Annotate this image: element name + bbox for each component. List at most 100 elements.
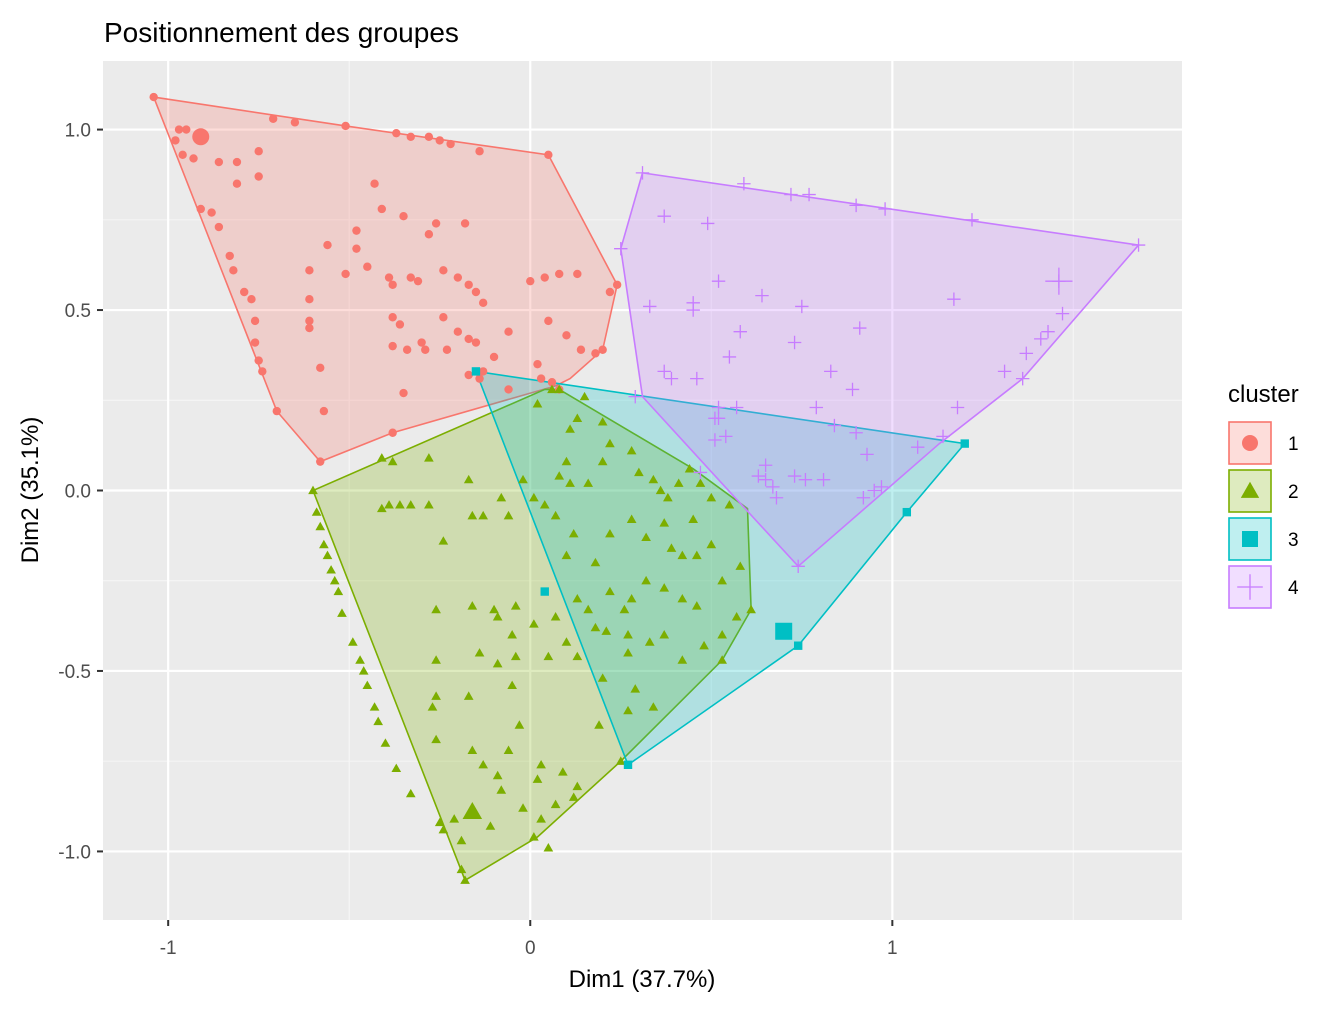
point-cluster-1 [442, 345, 452, 354]
point-cluster-2 [322, 550, 333, 560]
point-cluster-2 [550, 611, 561, 621]
point-cluster-4 [657, 209, 671, 223]
point-cluster-2 [706, 492, 717, 502]
point-cluster-2 [449, 814, 460, 823]
point-cluster-1 [214, 222, 224, 232]
point-cluster-4 [733, 324, 747, 339]
point-cluster-4 [787, 469, 802, 483]
hull-cluster-3 [474, 370, 967, 767]
point-cluster-1 [446, 139, 455, 149]
point-cluster-1 [431, 219, 441, 228]
point-cluster-2 [311, 507, 322, 516]
point-cluster-2 [529, 832, 539, 841]
point-cluster-2 [691, 601, 702, 610]
point-cluster-2 [666, 543, 677, 552]
point-cluster-4 [849, 426, 863, 440]
point-cluster-4 [856, 490, 871, 505]
point-cluster-4 [628, 389, 642, 404]
legend-key-symbol-4 [1237, 574, 1263, 600]
point-cluster-1 [290, 118, 300, 127]
point-cluster-2 [532, 399, 543, 408]
point-cluster-4 [791, 559, 805, 574]
point-cluster-4 [816, 472, 831, 487]
point-cluster-1 [268, 114, 278, 123]
point-cluster-1 [612, 280, 622, 289]
point-cluster-1 [464, 334, 473, 344]
point-cluster-1 [272, 406, 281, 416]
point-cluster-4 [766, 480, 780, 494]
point-cluster-1 [384, 273, 394, 282]
point-cluster-4 [798, 472, 813, 487]
point-cluster-1 [171, 136, 180, 145]
point-cluster-4 [1015, 371, 1030, 386]
point-cluster-2 [605, 528, 615, 538]
point-cluster-2 [510, 601, 521, 610]
point-cluster-2 [601, 626, 612, 635]
point-cluster-1 [377, 204, 387, 214]
point-cluster-2 [380, 738, 391, 747]
point-cluster-2 [467, 510, 478, 520]
point-cluster-1 [504, 385, 513, 394]
center-cluster-3 [775, 622, 793, 640]
point-cluster-4 [758, 458, 773, 472]
legend-key-symbol-3 [1242, 531, 1258, 547]
point-cluster-2 [688, 514, 699, 523]
point-cluster-4 [867, 483, 881, 498]
point-cluster-2 [355, 655, 365, 664]
legend: cluster 1 2 3 4 [1228, 381, 1299, 609]
point-cluster-1 [254, 147, 263, 156]
point-cluster-2 [623, 705, 633, 715]
point-cluster-1 [533, 359, 542, 369]
point-cluster-2 [431, 691, 441, 700]
point-cluster-1 [232, 157, 242, 167]
point-cluster-2 [626, 514, 637, 523]
point-cluster-1 [323, 240, 332, 250]
point-cluster-4 [664, 371, 679, 386]
point-cluster-2 [630, 684, 641, 693]
point-cluster-4 [947, 292, 961, 306]
point-cluster-2 [319, 539, 329, 549]
point-cluster-2 [362, 680, 373, 690]
point-cluster-1 [388, 428, 397, 437]
point-cluster-2 [387, 456, 398, 466]
point-cluster-2 [568, 528, 579, 538]
point-cluster-1 [540, 273, 549, 282]
point-cluster-3 [471, 367, 481, 376]
point-cluster-2 [684, 464, 695, 473]
point-cluster-2 [597, 673, 608, 682]
point-cluster-4 [769, 490, 784, 505]
point-cluster-2 [597, 456, 608, 466]
chart-title: Positionnement des groupes [104, 17, 459, 48]
point-cluster-2 [583, 604, 594, 614]
point-cluster-1 [439, 313, 448, 322]
point-cluster-2 [503, 510, 514, 520]
point-cluster-4 [657, 364, 671, 379]
point-cluster-1 [388, 341, 397, 351]
point-cluster-2 [565, 478, 575, 487]
point-cluster-4 [708, 433, 722, 447]
point-cluster-3 [793, 641, 803, 650]
point-cluster-1 [421, 345, 430, 354]
x-tick-label: 1 [887, 938, 898, 959]
point-cluster-1 [341, 269, 350, 279]
point-cluster-1 [598, 345, 607, 354]
point-cluster-4 [755, 288, 769, 303]
point-cluster-1 [504, 327, 513, 336]
point-cluster-2 [699, 640, 709, 650]
point-cluster-1 [388, 313, 397, 322]
point-cluster-4 [878, 202, 892, 216]
point-cluster-2 [456, 864, 467, 874]
point-cluster-2 [561, 456, 572, 466]
point-cluster-4 [845, 382, 860, 397]
point-cluster-2 [492, 770, 503, 780]
point-cluster-2 [460, 875, 470, 884]
point-cluster-2 [626, 593, 637, 603]
legend-label-4: 4 [1288, 578, 1299, 599]
point-cluster-1 [232, 179, 242, 188]
point-cluster-4 [758, 472, 773, 487]
point-cluster-1 [214, 157, 224, 167]
point-cluster-2 [510, 651, 521, 661]
point-cluster-1 [544, 150, 553, 160]
point-cluster-2 [735, 561, 746, 570]
